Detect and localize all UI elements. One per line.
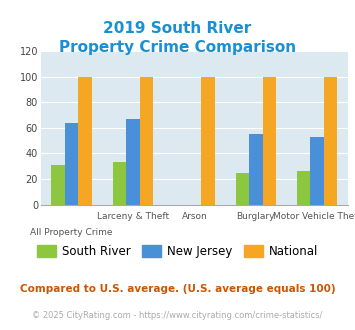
Text: Burglary: Burglary [236,212,275,221]
Text: Property Crime Comparison: Property Crime Comparison [59,40,296,55]
Bar [310,137,324,205]
Bar [51,165,65,205]
Bar [263,77,276,205]
Bar [201,77,215,205]
Text: Motor Vehicle Theft: Motor Vehicle Theft [273,212,355,221]
Bar [324,77,338,205]
Text: Compared to U.S. average. (U.S. average equals 100): Compared to U.S. average. (U.S. average … [20,284,335,294]
Bar [140,77,153,205]
Bar [235,173,249,205]
Text: All Property Crime: All Property Crime [30,228,113,237]
Legend: South River, New Jersey, National: South River, New Jersey, National [32,240,323,263]
Bar [126,119,140,205]
Bar [297,171,310,205]
Bar [249,134,263,205]
Text: Larceny & Theft: Larceny & Theft [97,212,169,221]
Bar [78,77,92,205]
Text: © 2025 CityRating.com - https://www.cityrating.com/crime-statistics/: © 2025 CityRating.com - https://www.city… [32,311,323,320]
Text: Arson: Arson [181,212,207,221]
Text: 2019 South River: 2019 South River [103,21,252,36]
Bar [113,162,126,205]
Bar [65,123,78,205]
